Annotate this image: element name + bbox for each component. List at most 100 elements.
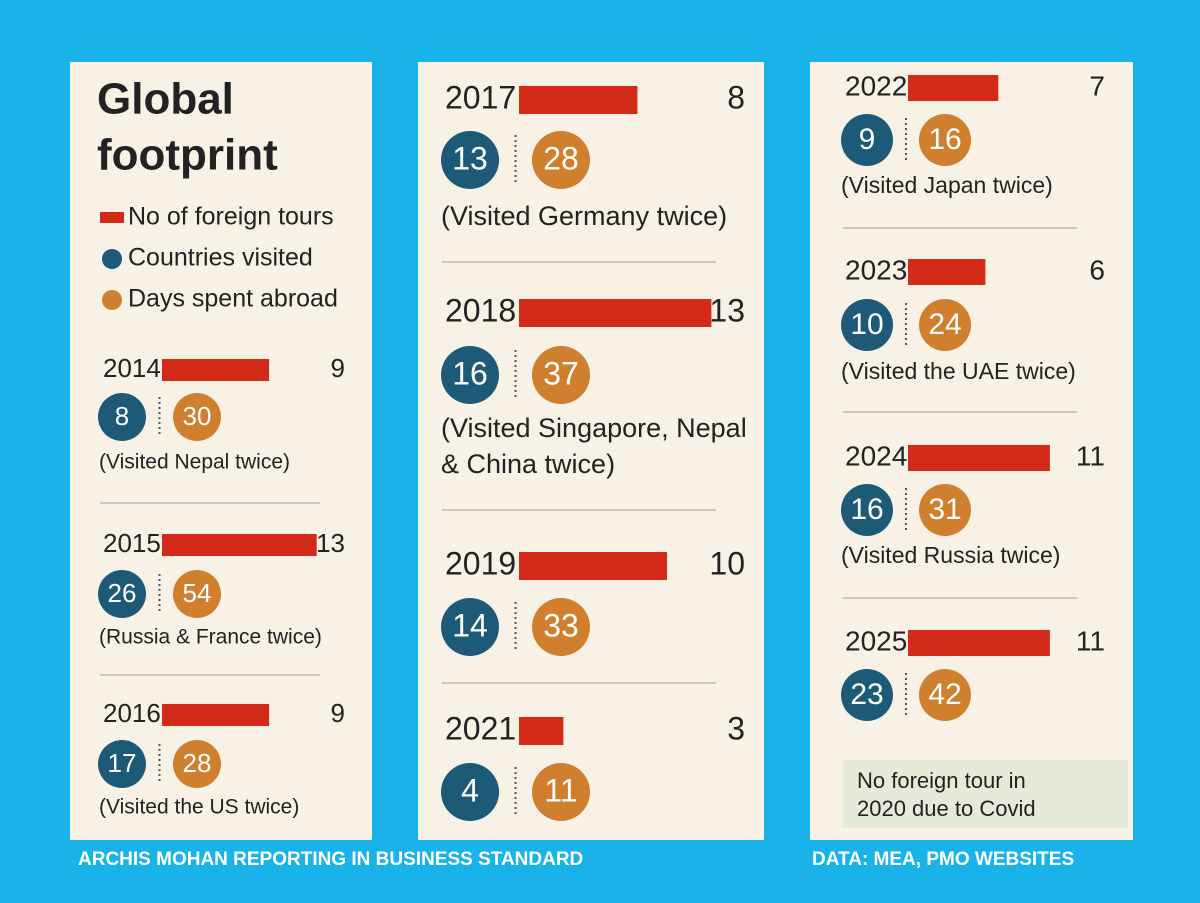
countries-circle	[441, 346, 499, 404]
tours-value: 11	[1076, 625, 1105, 656]
tours-value: 3	[727, 710, 745, 746]
year-label: 2018	[445, 292, 516, 328]
countries-value: 16	[850, 493, 883, 526]
tours-bar	[162, 534, 317, 556]
days-value: 28	[183, 748, 212, 778]
note: (Visited Germany twice)	[441, 201, 727, 231]
tours-value: 10	[709, 545, 745, 581]
countries-value: 23	[850, 678, 883, 711]
countries-value: 26	[108, 578, 137, 608]
covid-box	[843, 760, 1128, 828]
year-label: 2024	[845, 440, 907, 471]
tours-bar	[908, 259, 986, 285]
legend-label: No of foreign tours	[128, 203, 334, 231]
year-label: 2019	[445, 545, 516, 581]
note: (Visited the UAE twice)	[841, 358, 1076, 384]
note: (Visited Japan twice)	[841, 172, 1053, 198]
tours-value: 8	[727, 79, 745, 115]
days-circle	[532, 763, 590, 821]
days-circle	[173, 570, 221, 618]
tours-bar	[519, 552, 667, 580]
tours-value: 11	[1076, 440, 1105, 471]
days-value: 37	[543, 355, 579, 391]
countries-circle	[841, 299, 893, 351]
days-value: 33	[543, 607, 579, 643]
countries-circle	[441, 763, 499, 821]
days-value: 42	[928, 678, 961, 711]
tours-bar	[162, 704, 270, 726]
days-circle	[173, 740, 221, 788]
countries-circle	[441, 131, 499, 189]
days-circle	[919, 299, 971, 351]
days-value: 24	[928, 308, 961, 341]
days-value: 31	[928, 493, 961, 526]
days-value: 30	[183, 401, 212, 431]
tours-value: 7	[1089, 70, 1105, 101]
days-circle	[532, 131, 590, 189]
countries-value: 13	[452, 140, 488, 176]
year-label: 2022	[845, 70, 907, 101]
tours-bar	[519, 299, 712, 327]
countries-value: 8	[115, 401, 129, 431]
days-circle	[173, 393, 221, 441]
tours-bar	[519, 86, 638, 114]
note: (Visited Singapore, Nepal	[441, 413, 747, 443]
days-value: 11	[544, 772, 577, 808]
days-circle	[532, 598, 590, 656]
countries-circle	[98, 393, 146, 441]
note: (Visited the US twice)	[99, 796, 299, 819]
note: & China twice)	[441, 449, 615, 479]
days-circle	[919, 114, 971, 166]
countries-circle	[441, 598, 499, 656]
days-circle	[532, 346, 590, 404]
year-label: 2015	[103, 528, 161, 558]
countries-value: 17	[108, 748, 137, 778]
year-label: 2016	[103, 698, 161, 728]
tours-bar	[908, 75, 999, 101]
tours-value: 13	[316, 528, 345, 558]
title: Global	[97, 75, 234, 124]
tours-bar	[519, 717, 564, 745]
title: footprint	[97, 131, 278, 180]
source: DATA: MEA, PMO WEBSITES	[812, 849, 1074, 870]
days-value: 28	[543, 140, 579, 176]
countries-value: 9	[859, 123, 876, 156]
days-circle	[919, 484, 971, 536]
legend-swatch	[102, 249, 122, 269]
legend-label: Countries visited	[128, 244, 313, 272]
countries-circle	[98, 740, 146, 788]
note: (Visited Nepal twice)	[99, 451, 290, 474]
year-label: 2014	[103, 353, 161, 383]
countries-circle	[841, 484, 893, 536]
tours-value: 9	[331, 353, 345, 383]
year-label: 2017	[445, 79, 516, 115]
covid-note: No foreign tour in	[857, 768, 1026, 793]
credit: ARCHIS MOHAN REPORTING IN BUSINESS STAND…	[78, 849, 583, 870]
countries-value: 14	[452, 607, 488, 643]
covid-note: 2020 due to Covid	[857, 796, 1036, 821]
days-circle	[919, 669, 971, 721]
note: (Visited Russia twice)	[841, 542, 1060, 568]
year-label: 2025	[845, 625, 907, 656]
tours-bar	[908, 445, 1050, 471]
countries-circle	[841, 669, 893, 721]
countries-value: 16	[452, 355, 488, 391]
legend-label: Days spent abroad	[128, 285, 338, 313]
legend-swatch	[102, 290, 122, 310]
tours-value: 9	[331, 698, 345, 728]
days-value: 16	[928, 123, 961, 156]
countries-value: 4	[461, 772, 479, 808]
tours-bar	[908, 630, 1050, 656]
legend-swatch	[100, 212, 124, 223]
days-value: 54	[183, 578, 212, 608]
tours-bar	[162, 359, 270, 381]
year-label: 2021	[445, 710, 516, 746]
countries-circle	[98, 570, 146, 618]
tours-value: 13	[709, 292, 745, 328]
countries-circle	[841, 114, 893, 166]
countries-value: 10	[850, 308, 883, 341]
year-label: 2023	[845, 254, 907, 285]
note: (Russia & France twice)	[99, 626, 322, 649]
